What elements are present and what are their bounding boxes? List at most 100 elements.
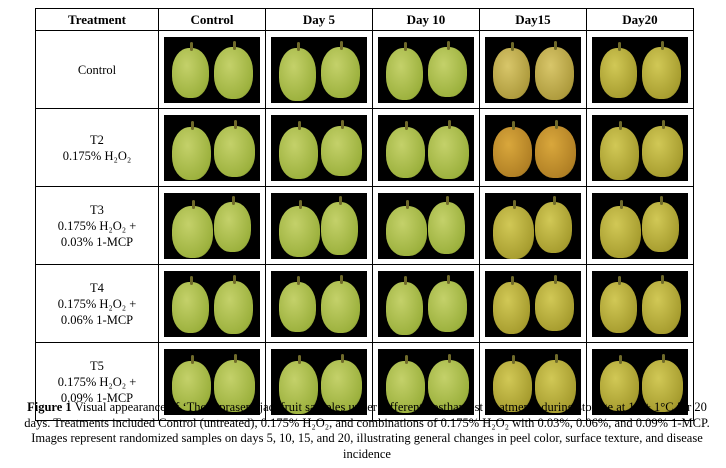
jackfruit-photo bbox=[485, 270, 581, 337]
jackfruit-shape bbox=[172, 205, 213, 258]
jackfruit-stem bbox=[189, 41, 193, 51]
jackfruit-stem bbox=[617, 41, 621, 51]
jackfruit-shape bbox=[600, 126, 639, 180]
jackfruit-photo bbox=[592, 348, 688, 415]
jackfruit-stem bbox=[405, 199, 409, 209]
sample-photo-cell bbox=[158, 30, 266, 109]
jackfruit-stem bbox=[553, 274, 557, 284]
jackfruit-stem bbox=[297, 120, 301, 130]
sample-photo-cell bbox=[158, 342, 266, 421]
jackfruit-shape bbox=[600, 205, 641, 258]
jackfruit-stem bbox=[552, 195, 556, 205]
jackfruit-stem bbox=[233, 119, 237, 129]
jackfruit-shape bbox=[535, 280, 574, 331]
jackfruit-stem bbox=[340, 119, 344, 129]
jackfruit-stem bbox=[511, 354, 515, 364]
jackfruit-stem bbox=[445, 195, 449, 205]
jackfruit-stem bbox=[403, 275, 407, 285]
jackfruit-stem bbox=[661, 119, 665, 129]
jackfruit-stem bbox=[231, 195, 235, 205]
header-day20: Day20 bbox=[586, 8, 694, 31]
jackfruit-stem bbox=[447, 353, 451, 363]
figure-table: Treatment Control Day 5 Day 10 Day15 Day… bbox=[35, 8, 694, 421]
jackfruit-shape bbox=[214, 201, 251, 252]
jackfruit-stem bbox=[660, 40, 664, 50]
jackfruit-shape bbox=[642, 280, 681, 334]
jackfruit-photo bbox=[592, 192, 688, 259]
treatment-label-line: T2 bbox=[90, 132, 104, 147]
jackfruit-stem bbox=[553, 40, 557, 50]
jackfruit-shape bbox=[493, 47, 530, 99]
jackfruit-shape bbox=[321, 280, 360, 333]
header-row: Treatment Control Day 5 Day 10 Day15 Day… bbox=[35, 8, 694, 31]
treatment-row: T2 0.175% H₂O₂ bbox=[35, 108, 694, 187]
sample-photo-cell bbox=[265, 342, 373, 421]
jackfruit-photo bbox=[164, 192, 260, 259]
jackfruit-shape bbox=[535, 359, 576, 413]
jackfruit-shape bbox=[321, 359, 362, 411]
sample-photo-cell bbox=[586, 264, 694, 343]
sample-photo-cell bbox=[265, 264, 373, 343]
jackfruit-shape bbox=[493, 205, 534, 259]
jackfruit-stem bbox=[338, 195, 342, 205]
sample-photo-cell bbox=[372, 108, 480, 187]
header-day10: Day 10 bbox=[372, 8, 480, 31]
treatment-label-line: Control bbox=[77, 62, 117, 77]
jackfruit-stem bbox=[296, 41, 300, 51]
jackfruit-photo bbox=[485, 114, 581, 181]
jackfruit-stem bbox=[296, 275, 300, 285]
jackfruit-shape bbox=[172, 281, 209, 333]
sample-photo-cell bbox=[479, 186, 587, 265]
jackfruit-shape bbox=[279, 205, 320, 257]
jackfruit-shape bbox=[428, 46, 467, 97]
jackfruit-shape bbox=[535, 201, 572, 253]
jackfruit-shape bbox=[172, 360, 211, 411]
jackfruit-stem bbox=[619, 199, 623, 209]
jackfruit-shape bbox=[428, 125, 469, 179]
jackfruit-stem bbox=[447, 119, 451, 129]
jackfruit-shape bbox=[600, 360, 639, 411]
jackfruit-stem bbox=[510, 275, 514, 285]
treatment-row: T4 0.175% H₂O₂ +0.06% 1-MCP bbox=[35, 264, 694, 343]
sample-photo-cell bbox=[265, 30, 373, 109]
jackfruit-shape bbox=[535, 125, 576, 178]
treatment-label-line: T5 bbox=[90, 358, 104, 373]
jackfruit-stem bbox=[618, 120, 622, 130]
sample-photo-cell bbox=[586, 186, 694, 265]
jackfruit-stem bbox=[618, 354, 622, 364]
jackfruit-shape bbox=[386, 205, 427, 256]
sample-photo-cell bbox=[372, 30, 480, 109]
jackfruit-stem bbox=[617, 275, 621, 285]
jackfruit-photo bbox=[378, 270, 474, 337]
treatment-label-line: T4 bbox=[90, 280, 104, 295]
treatment-label-line: 0.03% 1-MCP bbox=[60, 234, 134, 249]
jackfruit-shape bbox=[600, 47, 637, 98]
jackfruit-photo bbox=[164, 114, 260, 181]
jackfruit-shape bbox=[172, 126, 211, 180]
treatment-label: T2 0.175% H₂O₂ bbox=[35, 108, 159, 187]
jackfruit-photo bbox=[164, 270, 260, 337]
jackfruit-shape bbox=[428, 201, 465, 254]
jackfruit-shape bbox=[428, 280, 467, 332]
jackfruit-stem bbox=[232, 40, 236, 50]
jackfruit-photo bbox=[271, 192, 367, 259]
jackfruit-shape bbox=[535, 46, 574, 100]
jackfruit-shape bbox=[493, 360, 532, 412]
jackfruit-shape bbox=[279, 47, 316, 101]
jackfruit-shape bbox=[642, 359, 683, 412]
jackfruit-photo bbox=[271, 270, 367, 337]
sample-photo-cell bbox=[586, 342, 694, 421]
jackfruit-stem bbox=[446, 274, 450, 284]
header-control: Control bbox=[158, 8, 266, 31]
jackfruit-stem bbox=[404, 120, 408, 130]
jackfruit-photo bbox=[378, 114, 474, 181]
jackfruit-stem bbox=[298, 199, 302, 209]
treatment-row: T5 0.175% H₂O₂ +0.09% 1-MCP bbox=[35, 342, 694, 421]
treatment-label: T4 0.175% H₂O₂ +0.06% 1-MCP bbox=[35, 264, 159, 343]
jackfruit-stem bbox=[510, 41, 514, 51]
jackfruit-stem bbox=[661, 353, 665, 363]
jackfruit-photo bbox=[271, 36, 367, 103]
sample-photo-cell bbox=[372, 264, 480, 343]
figure-caption: Figure 1 Visual appearance of ‘Thongpras… bbox=[22, 400, 712, 462]
jackfruit-stem bbox=[659, 195, 663, 205]
